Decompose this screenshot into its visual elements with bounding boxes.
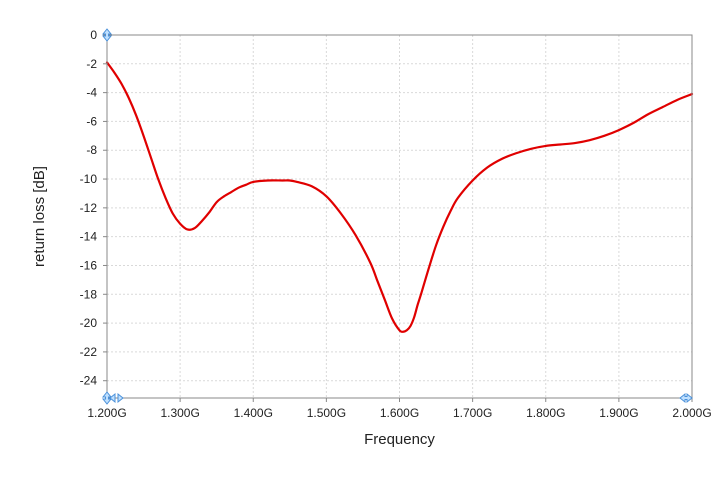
- x-axis-ticks: 1.200G 1.300G 1.400G 1.500G 1.600G 1.700G 1.80…: [87, 398, 712, 420]
- y-tick-label: -20: [80, 316, 98, 330]
- axis-markers[interactable]: [101, 28, 693, 405]
- x-tick-label: 2.000G: [672, 406, 711, 420]
- y-tick-label: -8: [86, 143, 97, 157]
- y-tick-label: -10: [80, 172, 98, 186]
- return-loss-line: [105, 61, 694, 333]
- x-tick-label: 1.500G: [307, 406, 346, 420]
- x-axis-title: Frequency: [364, 431, 435, 448]
- x-tick-label: 1.200G: [87, 406, 126, 420]
- y-tick-label: -12: [80, 201, 98, 215]
- axis-origin-marker[interactable]: [101, 391, 124, 405]
- x-tick-label: 1.300G: [160, 406, 199, 420]
- arrow-up-icon[interactable]: [101, 28, 113, 42]
- y-tick-label: -6: [86, 114, 97, 128]
- y-tick-label: -2: [86, 57, 97, 71]
- x-tick-label: 1.600G: [380, 406, 419, 420]
- plot-frame: [106, 34, 693, 399]
- y-tick-label: -22: [80, 345, 98, 359]
- x-tick-label: 1.400G: [234, 406, 273, 420]
- y-tick-label: -24: [80, 374, 98, 388]
- y-axis-title: return loss [dB]: [31, 166, 48, 267]
- y-axis-ticks: 0 -2 -4 -6 -8 -10 -12 -14 -16 -18 -20 -22 -24: [80, 28, 107, 388]
- x-tick-label: 1.800G: [526, 406, 565, 420]
- grid: [106, 34, 693, 398]
- series-layer: [105, 61, 694, 333]
- y-tick-label: -16: [80, 258, 98, 272]
- x-tick-label: 1.900G: [599, 406, 638, 420]
- arrow-right-icon[interactable]: [679, 392, 693, 404]
- y-tick-label: 0: [90, 28, 97, 42]
- y-tick-label: -14: [80, 230, 98, 244]
- y-tick-label: -4: [86, 86, 97, 100]
- y-tick-label: -18: [80, 287, 98, 301]
- x-tick-label: 1.700G: [453, 406, 492, 420]
